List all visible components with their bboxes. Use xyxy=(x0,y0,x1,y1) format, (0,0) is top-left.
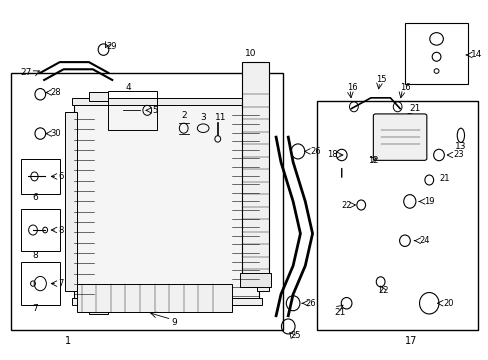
Bar xyxy=(72,98,261,105)
Bar xyxy=(77,284,232,312)
Text: 26: 26 xyxy=(309,147,320,156)
Bar xyxy=(242,62,268,276)
Text: 19: 19 xyxy=(424,197,434,206)
Text: 8: 8 xyxy=(59,225,64,234)
Text: 9: 9 xyxy=(171,318,177,327)
Text: 18: 18 xyxy=(326,150,337,159)
Bar xyxy=(21,208,60,251)
Bar xyxy=(72,298,261,305)
Text: 8: 8 xyxy=(33,251,38,260)
Text: 16: 16 xyxy=(346,83,357,92)
Text: 21: 21 xyxy=(438,174,448,183)
Bar xyxy=(89,305,108,314)
Text: 17: 17 xyxy=(404,336,416,346)
Text: 22: 22 xyxy=(341,201,351,210)
Text: 27: 27 xyxy=(21,68,32,77)
Bar xyxy=(317,102,477,330)
Text: 20: 20 xyxy=(443,299,453,308)
Text: 4: 4 xyxy=(125,83,131,92)
Bar xyxy=(239,273,271,287)
Text: 3: 3 xyxy=(201,113,206,122)
Text: 29: 29 xyxy=(106,41,116,50)
Text: 25: 25 xyxy=(290,331,301,340)
Bar xyxy=(21,158,60,194)
Text: 28: 28 xyxy=(50,88,61,97)
Bar xyxy=(74,102,259,301)
Text: 11: 11 xyxy=(215,113,226,122)
Text: 7: 7 xyxy=(33,304,38,313)
Bar xyxy=(89,93,108,102)
Text: 21: 21 xyxy=(409,104,420,113)
Text: 26: 26 xyxy=(305,299,315,308)
Text: 2: 2 xyxy=(181,111,186,120)
Text: 22: 22 xyxy=(377,286,388,295)
Text: 10: 10 xyxy=(244,49,256,58)
Text: 30: 30 xyxy=(50,129,61,138)
Text: 15: 15 xyxy=(375,76,386,85)
Text: 5: 5 xyxy=(152,106,157,115)
Text: 1: 1 xyxy=(64,336,71,346)
Text: 21: 21 xyxy=(334,308,345,317)
Text: 24: 24 xyxy=(419,236,429,245)
Text: 6: 6 xyxy=(59,172,64,181)
FancyBboxPatch shape xyxy=(372,114,426,160)
Text: 13: 13 xyxy=(454,141,466,150)
Text: 12: 12 xyxy=(368,156,378,165)
Bar xyxy=(256,112,268,291)
Text: 23: 23 xyxy=(453,150,463,159)
Bar xyxy=(404,23,467,84)
Text: 6: 6 xyxy=(33,193,38,202)
Bar xyxy=(21,262,60,305)
Text: 7: 7 xyxy=(59,279,64,288)
Text: 16: 16 xyxy=(399,83,410,92)
Bar xyxy=(64,112,77,291)
Bar xyxy=(11,73,283,330)
Bar xyxy=(108,91,157,130)
Text: 14: 14 xyxy=(469,50,481,59)
